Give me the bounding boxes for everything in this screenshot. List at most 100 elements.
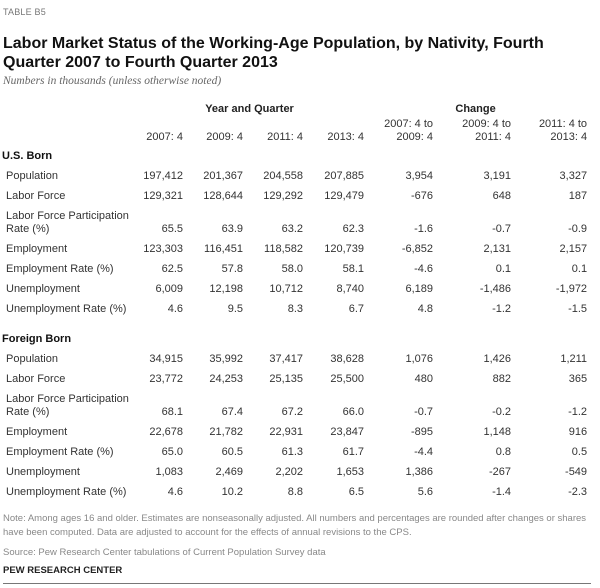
row-label: Unemployment Rate (%) — [6, 302, 127, 315]
table-cell: -2.3 — [568, 485, 588, 498]
table-cell: 204,558 — [263, 169, 303, 182]
column-header: 2007: 4 to 2009: 4 — [384, 118, 434, 143]
table-cell: -4.4 — [414, 445, 434, 458]
table-cell: 120,739 — [324, 242, 365, 255]
table-row: Unemployment Rate (%) 4.6 10.2 8.8 6.5 5.6 -1.… — [0, 482, 587, 502]
table-cell: 58.0 — [281, 262, 303, 275]
table-cell: -267 — [489, 465, 512, 478]
table-cell: 61.7 — [342, 445, 365, 458]
table-cell: 38,628 — [330, 352, 365, 365]
table-cell: 12,198 — [209, 282, 243, 295]
table-cell: 1,076 — [405, 352, 434, 365]
table-cell: 68.1 — [161, 406, 183, 418]
table-cell: -1.2 — [492, 302, 512, 315]
table-cell: 0.1 — [571, 262, 588, 275]
table-cell: 4.8 — [417, 302, 434, 315]
table-source: Source: Pew Research Center tabulations … — [3, 547, 326, 558]
column-header: 2013: 4 — [327, 131, 365, 143]
table-cell: 37,417 — [269, 352, 303, 365]
table-cell: 2,469 — [215, 465, 243, 478]
table-cell: 6,009 — [155, 282, 183, 295]
table-cell: 65.5 — [161, 223, 183, 235]
table-cell: -6,852 — [401, 242, 434, 255]
row-label: Labor Force Participation Rate (%) — [6, 210, 129, 235]
table-cell: -1.4 — [492, 485, 512, 498]
table-cell: 2,202 — [275, 465, 303, 478]
group-header-spacer — [0, 101, 135, 116]
table-row: Employment 123,303 116,451 118,582 120,739 -6… — [0, 239, 587, 259]
row-label: Employment Rate (%) — [6, 262, 114, 275]
table-cell: 201,367 — [203, 169, 243, 182]
table-cell: 123,303 — [143, 242, 183, 255]
table-cell: 916 — [568, 425, 588, 438]
table-cell: 2,157 — [559, 242, 588, 255]
table-label: TABLE B5 — [3, 7, 46, 17]
table-cell: 9.5 — [227, 302, 243, 315]
group-header-row: Year and Quarter Change — [0, 101, 587, 116]
column-header-row: 2007: 4 2009: 4 2011: 4 2013: 4 2007: 4 to 2… — [0, 116, 587, 146]
section-title: Foreign Born — [2, 332, 72, 345]
table-cell: 648 — [492, 189, 512, 202]
table-cell: 67.2 — [281, 406, 303, 418]
table-cell: 2,131 — [483, 242, 512, 255]
table-row: Employment Rate (%) 62.5 57.8 58.0 58.1 -4.6 0… — [0, 259, 587, 279]
table-cell: 25,500 — [330, 372, 365, 385]
table-cell: 6.7 — [348, 302, 365, 315]
table-cell: 365 — [568, 372, 588, 385]
table-cell: 197,412 — [143, 169, 183, 182]
group-header-year: Year and Quarter — [205, 103, 294, 115]
table-cell: 24,253 — [209, 372, 243, 385]
section-spacer — [0, 319, 587, 329]
table-cell: 129,479 — [324, 189, 365, 202]
bottom-rule — [3, 583, 591, 584]
table-row: Unemployment 1,083 2,469 2,202 1,653 1,386 -26… — [0, 462, 587, 482]
table-cell: -0.9 — [568, 223, 588, 235]
table-cell: 5.6 — [417, 485, 434, 498]
row-label: Labor Force Participation Rate (%) — [6, 393, 129, 418]
table-cell: -1.6 — [414, 223, 434, 235]
table-cell: -0.7 — [492, 223, 512, 235]
table-cell: 6,189 — [405, 282, 434, 295]
table-cell: 10.2 — [221, 485, 243, 498]
table-cell: 0.5 — [571, 445, 588, 458]
table-cell: -0.2 — [492, 406, 512, 418]
table-cell: 480 — [414, 372, 434, 385]
table-cell: -1,972 — [555, 282, 588, 295]
table-cell: 21,782 — [209, 425, 243, 438]
section-title: U.S. Born — [2, 149, 53, 162]
table-cell: 22,678 — [149, 425, 183, 438]
header-label — [0, 116, 135, 146]
table-cell: 128,644 — [203, 189, 243, 202]
table-cell: 4.6 — [167, 302, 183, 315]
table-note: Note: Among ages 16 and older. Estimates… — [3, 513, 587, 538]
table-cell: 58.1 — [342, 262, 365, 275]
table-cell: 0.8 — [495, 445, 512, 458]
table-cell: 129,292 — [263, 189, 303, 202]
table-cell: 57.8 — [221, 262, 243, 275]
table-cell: 10,712 — [269, 282, 303, 295]
row-label: Unemployment Rate (%) — [6, 485, 127, 498]
table-cell: 60.5 — [221, 445, 243, 458]
table-cell: 66.0 — [342, 406, 365, 418]
section-header-row: U.S. Born — [0, 146, 587, 166]
table-cell: 61.3 — [281, 445, 303, 458]
table-cell: 882 — [492, 372, 512, 385]
table-row: Unemployment Rate (%) 4.6 9.5 8.3 6.7 4.8 -1.2… — [0, 299, 587, 319]
table-cell: 62.5 — [161, 262, 183, 275]
row-label: Labor Force — [6, 189, 66, 202]
table-cell: 8.8 — [287, 485, 303, 498]
table-cell: 34,915 — [149, 352, 183, 365]
table-cell: 67.4 — [221, 406, 243, 418]
table-cell: 1,426 — [483, 352, 512, 365]
table-row: Population 197,412 201,367 204,558 207,885 3,… — [0, 166, 587, 186]
table-title: Labor Market Status of the Working-Age P… — [3, 35, 544, 71]
table-cell: -895 — [411, 425, 434, 438]
table-cell: 118,582 — [264, 242, 303, 255]
row-label: Unemployment — [6, 282, 80, 295]
table-row: Unemployment 6,009 12,198 10,712 8,740 6,189 -… — [0, 279, 587, 299]
table-cell: 187 — [568, 189, 588, 202]
table-cell: -4.6 — [414, 262, 434, 275]
table-cell: 3,191 — [483, 169, 512, 182]
column-header: 2009: 4 to 2011: 4 — [462, 118, 512, 143]
